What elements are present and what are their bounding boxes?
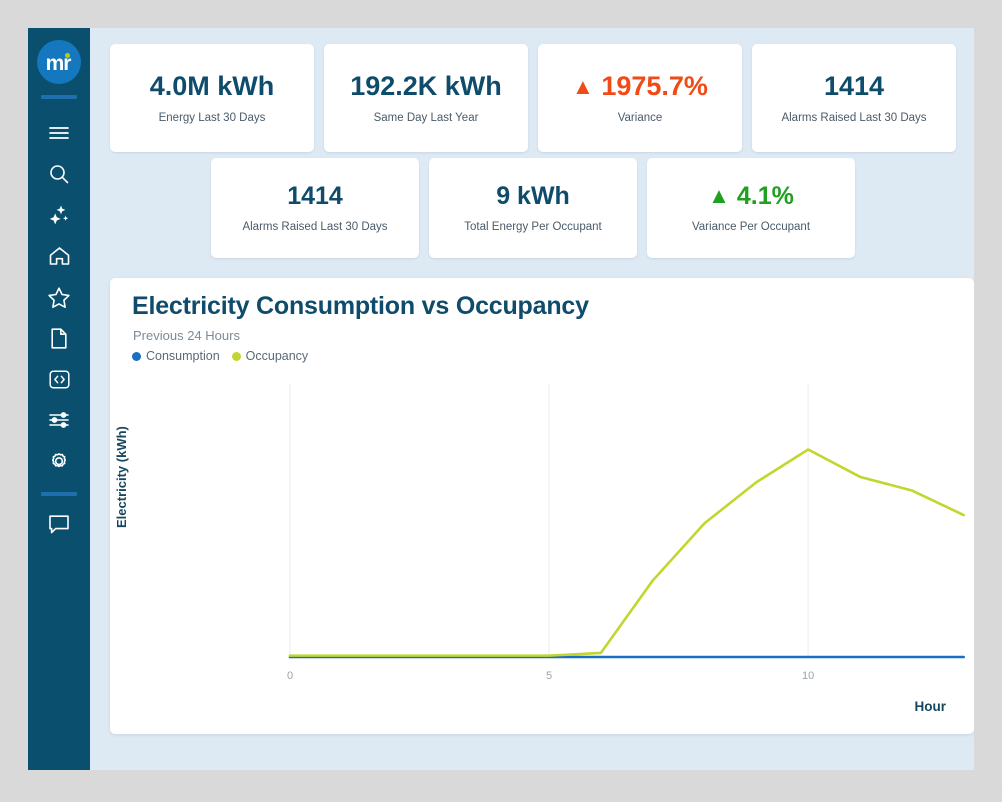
- sparkle-ai-icon: [47, 203, 71, 227]
- sidebar: mr: [28, 28, 90, 770]
- sidebar-item-ai-assistant[interactable]: [39, 195, 79, 235]
- legend-dot-occupancy: [231, 351, 241, 361]
- sidebar-item-filters[interactable]: [39, 400, 79, 440]
- chart-subtitle: Previous 24 Hours: [133, 328, 240, 343]
- chart-plot-area[interactable]: 0 5 10: [110, 374, 974, 734]
- kpi-row-secondary: 1414 Alarms Raised Last 30 Days 9 kWh To…: [110, 158, 956, 258]
- sidebar-item-chat[interactable]: [39, 504, 79, 544]
- app-viewport: mr: [28, 28, 974, 770]
- kpi-value-text: 1975.7%: [601, 70, 708, 101]
- x-tick-label: 0: [287, 670, 293, 682]
- kpi-label: Energy Last 30 Days: [158, 112, 266, 125]
- kpi-card-energy-last-30-days[interactable]: 4.0M kWh Energy Last 30 Days: [110, 44, 314, 152]
- sidebar-item-menu[interactable]: [39, 113, 79, 153]
- gear-icon: [47, 449, 71, 473]
- sliders-icon: [48, 410, 71, 430]
- kpi-card-variance[interactable]: ▲ 1975.7% Variance: [538, 44, 742, 152]
- kpi-value: 1414: [823, 70, 885, 101]
- kpi-card-variance-per-occupant[interactable]: ▲ 4.1% Variance Per Occupant: [647, 158, 855, 258]
- x-tick-label: 5: [546, 670, 552, 682]
- legend-item-consumption[interactable]: Consumption: [132, 349, 220, 363]
- document-icon: [49, 327, 69, 350]
- home-icon: [48, 245, 71, 267]
- x-axis-title: Hour: [914, 699, 947, 714]
- search-icon: [48, 163, 70, 185]
- hamburger-menu-icon: [48, 124, 70, 142]
- trend-up-icon: ▲: [572, 73, 594, 99]
- chart-card: Electricity Consumption vs Occupancy Pre…: [110, 278, 974, 734]
- kpi-label: Alarms Raised Last 30 Days: [242, 221, 388, 234]
- kpi-value: 4.0M kWh: [149, 70, 275, 101]
- mri-logo-text: mr: [45, 51, 72, 75]
- series-line-occupancy: [288, 448, 965, 657]
- kpi-label: Total Energy Per Occupant: [464, 221, 602, 234]
- sidebar-divider-top: [41, 95, 77, 99]
- star-icon: [47, 286, 71, 309]
- kpi-card-total-energy-per-occupant[interactable]: 9 kWh Total Energy Per Occupant: [429, 158, 637, 258]
- mri-logo[interactable]: mr: [37, 40, 81, 84]
- kpi-card-same-day-last-year[interactable]: 192.2K kWh Same Day Last Year: [324, 44, 528, 152]
- sidebar-item-search[interactable]: [39, 154, 79, 194]
- sidebar-item-home[interactable]: [39, 236, 79, 276]
- chart-title: Electricity Consumption vs Occupancy: [132, 292, 589, 320]
- legend-label: Occupancy: [245, 349, 309, 363]
- kpi-label: Variance Per Occupant: [691, 221, 811, 234]
- trend-up-icon: ▲: [708, 182, 730, 208]
- kpi-card-alarms-raised-last-30-days-2[interactable]: 1414 Alarms Raised Last 30 Days: [211, 158, 419, 258]
- kpi-value: 1414: [287, 181, 343, 210]
- sidebar-divider-bottom: [41, 492, 77, 496]
- kpi-value: 9 kWh: [496, 181, 570, 210]
- code-brackets-icon: [48, 369, 71, 390]
- kpi-label: Same Day Last Year: [373, 112, 479, 125]
- y-axis-title: Electricity (kWh): [114, 426, 129, 528]
- sidebar-item-developer[interactable]: [39, 359, 79, 399]
- kpi-card-alarms-raised-last-30-days[interactable]: 1414 Alarms Raised Last 30 Days: [752, 44, 956, 152]
- kpi-label: Alarms Raised Last 30 Days: [781, 112, 927, 125]
- kpi-value: 192.2K kWh: [350, 70, 502, 101]
- chart-svg: 0 5 10: [287, 384, 965, 682]
- legend-item-occupancy[interactable]: Occupancy: [231, 349, 309, 363]
- sidebar-item-documents[interactable]: [39, 318, 79, 358]
- kpi-row-primary: 4.0M kWh Energy Last 30 Days 192.2K kWh …: [110, 44, 956, 152]
- kpi-label: Variance: [617, 112, 663, 125]
- main-content: 4.0M kWh Energy Last 30 Days 192.2K kWh …: [90, 28, 974, 770]
- chart-legend: Consumption Occupancy: [132, 349, 308, 363]
- legend-dot-consumption: [132, 351, 141, 361]
- legend-label: Consumption: [146, 349, 220, 363]
- mri-logo-dot: [65, 53, 70, 58]
- x-tick-label: 10: [802, 670, 814, 682]
- sidebar-item-favorites[interactable]: [39, 277, 79, 317]
- sidebar-item-settings[interactable]: [39, 441, 79, 481]
- kpi-value: ▲ 1975.7%: [572, 70, 708, 102]
- chat-bubble-icon: [47, 513, 71, 536]
- kpi-value: ▲ 4.1%: [708, 181, 794, 211]
- kpi-value-text: 4.1%: [736, 181, 794, 210]
